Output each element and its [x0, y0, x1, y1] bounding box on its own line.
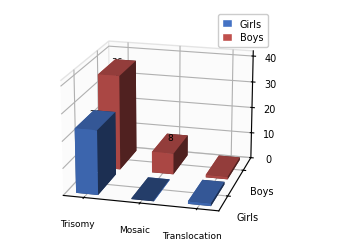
- Legend: Girls, Boys: Girls, Boys: [218, 15, 268, 48]
